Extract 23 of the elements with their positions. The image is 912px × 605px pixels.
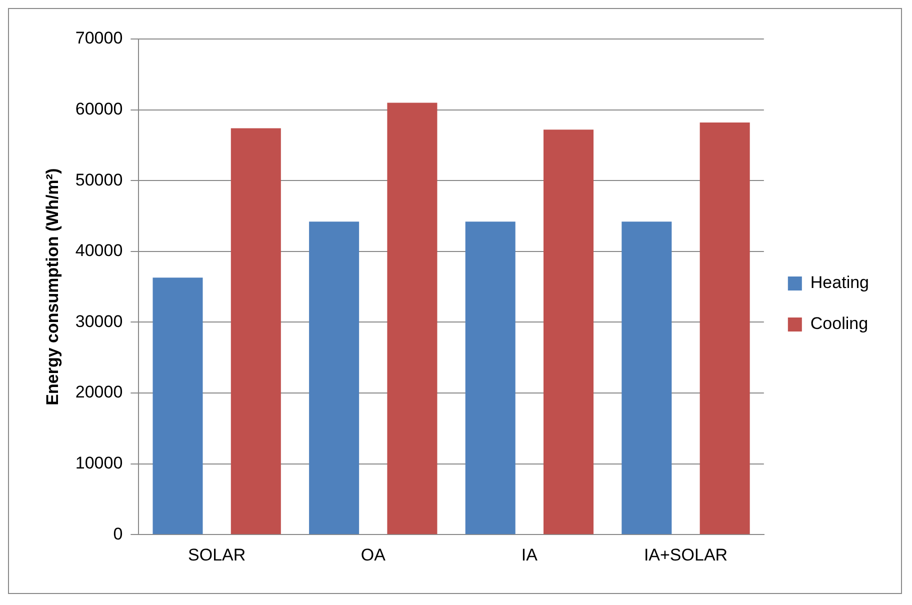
bar [152, 278, 203, 534]
y-tick-label: 20000 [75, 382, 123, 402]
y-tick-label: 40000 [75, 241, 123, 260]
bar [622, 222, 672, 534]
legend-label: Cooling [810, 314, 868, 334]
y-tick-label: 60000 [75, 99, 123, 118]
y-tick-label: 10000 [75, 453, 123, 472]
bar [544, 130, 594, 534]
x-tick-label: OA [360, 545, 386, 564]
bar [700, 122, 750, 534]
bar [465, 222, 516, 534]
y-axis-title: Energy consumption (Wh/m²) [42, 168, 62, 406]
legend-label: Heating [810, 273, 870, 292]
y-tick-label: 50000 [75, 170, 123, 190]
x-tick-label: SOLAR [188, 545, 246, 564]
y-tick-label: 0 [113, 524, 123, 544]
y-tick-label: 30000 [75, 312, 123, 331]
x-tick-label: IA [521, 545, 538, 564]
x-tick-label: IA+SOLAR [644, 545, 728, 564]
bar [309, 222, 360, 534]
y-tick-label: 70000 [75, 28, 123, 48]
bar [230, 128, 281, 534]
bar [387, 102, 438, 534]
